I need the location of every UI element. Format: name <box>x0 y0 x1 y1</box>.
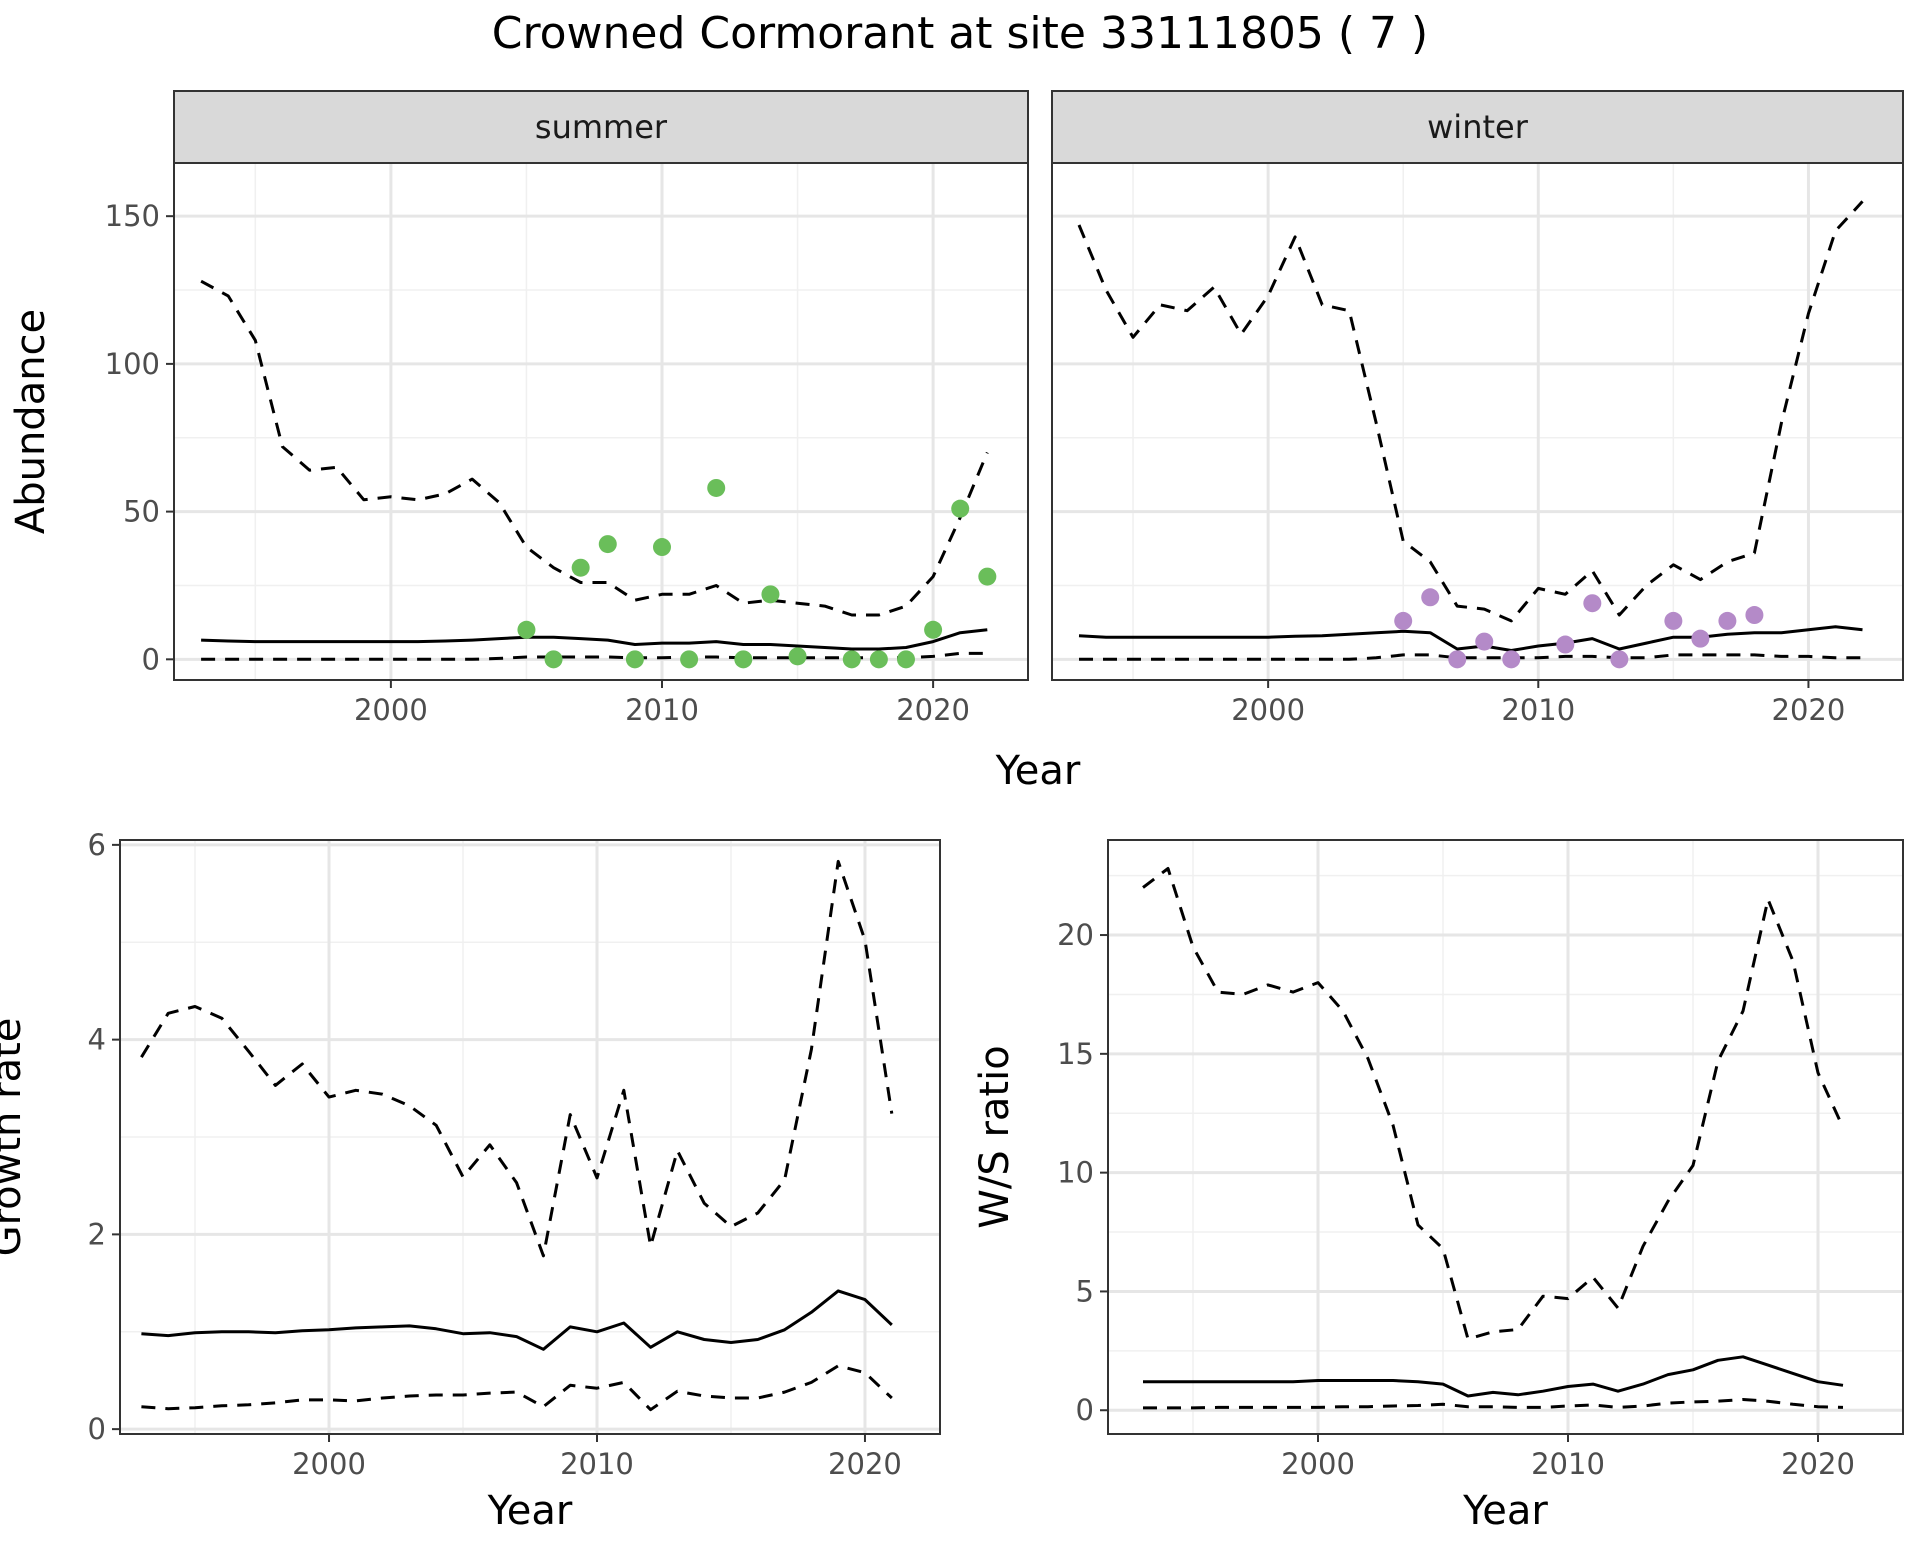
x-tick-label: 2020 <box>896 693 970 727</box>
panel-growth: 0 2 4 6 Growth rate 2000 2010 2020 Year <box>0 828 941 1534</box>
observed-point <box>924 620 943 639</box>
bound-line-1 <box>140 859 894 1258</box>
panel-ws-ratio: 0 5 10 15 20 W/S ratio 2000 2010 2020 Year <box>972 839 1904 1534</box>
facet-strip <box>1051 90 1904 164</box>
bound-line-2 <box>1079 653 1863 661</box>
y-tick-label: 2 <box>88 1217 106 1251</box>
observed-point <box>1583 594 1602 613</box>
x-tick-label: 2000 <box>1281 1447 1355 1481</box>
observed-point <box>544 650 563 669</box>
panel-border <box>1051 162 1904 681</box>
y-tick-label: 0 <box>142 642 160 676</box>
x-tick-label: 2010 <box>1531 1447 1605 1481</box>
panel-border <box>173 162 1029 681</box>
y-axis-title: Abundance <box>8 309 54 534</box>
observed-point <box>842 650 861 669</box>
observed-point <box>1664 611 1683 630</box>
y-tick-label: 100 <box>105 347 160 381</box>
observed-point <box>978 567 997 586</box>
mean-line-0 <box>141 1289 893 1351</box>
panel-border <box>1107 839 1904 1435</box>
x-tick-label: 2000 <box>292 1447 366 1481</box>
observed-point <box>897 650 915 669</box>
observed-point <box>1745 606 1764 625</box>
x-tick-label: 2020 <box>828 1447 902 1481</box>
x-tick-label: 2020 <box>1781 1447 1855 1481</box>
observed-point <box>1394 611 1413 630</box>
y-tick-label: 10 <box>1057 1156 1094 1190</box>
x-tick-label: 2000 <box>1231 693 1305 727</box>
y-tick-label: 0 <box>88 1412 106 1446</box>
observed-point <box>571 558 590 577</box>
x-tick-label: 2010 <box>560 1447 634 1481</box>
x-axis-title-facets: Year <box>995 748 1081 794</box>
bound-line-1 <box>1077 200 1864 623</box>
bound-line-1 <box>1142 867 1845 1341</box>
x-tick-label: 2000 <box>354 693 428 727</box>
observed-point <box>761 585 780 604</box>
observed-point <box>680 650 699 669</box>
x-axis-title: Year <box>1462 1488 1548 1534</box>
y-tick-label: 5 <box>1076 1274 1094 1308</box>
observed-point <box>707 478 726 497</box>
y-tick-label: 150 <box>105 199 160 233</box>
mean-line-0 <box>1078 625 1863 652</box>
mean-line-0 <box>201 628 988 651</box>
x-tick-label: 2020 <box>1772 693 1846 727</box>
observed-point <box>1691 629 1710 648</box>
observed-point <box>734 650 753 669</box>
bound-line-1 <box>200 279 989 617</box>
observed-point <box>1610 650 1629 669</box>
facet-strip <box>173 90 1029 164</box>
panel-summer: summer 0 50 100 150 Abundance 2000 2010 2020 <box>8 90 1029 727</box>
observed-point <box>1421 588 1440 607</box>
x-tick-label: 2010 <box>1501 693 1575 727</box>
y-tick-label: 15 <box>1057 1037 1094 1071</box>
y-axis-title: W/S ratio <box>972 1045 1018 1228</box>
bound-line-2 <box>141 1364 893 1412</box>
facet-label: winter <box>1427 108 1529 146</box>
facet-label: summer <box>535 108 668 146</box>
panel-border <box>119 839 941 1435</box>
observed-point <box>517 620 536 639</box>
observed-point <box>788 647 807 666</box>
observed-point <box>1718 611 1737 630</box>
observed-point <box>1475 632 1494 651</box>
observed-point <box>598 535 617 554</box>
figure-title: Crowned Cormorant at site 33111805 ( 7 ) <box>491 8 1429 59</box>
observed-point <box>869 650 888 669</box>
observed-point <box>625 650 644 669</box>
x-tick-label: 2010 <box>625 693 699 727</box>
y-tick-label: 0 <box>1076 1393 1094 1427</box>
y-axis-title: Growth rate <box>0 1018 30 1257</box>
observed-point <box>1448 650 1467 669</box>
x-axis-title: Year <box>487 1488 573 1534</box>
y-tick-label: 6 <box>88 828 106 862</box>
observed-point <box>653 538 671 557</box>
y-tick-label: 20 <box>1057 918 1094 952</box>
observed-point <box>951 499 970 518</box>
bound-line-2 <box>1143 1398 1844 1410</box>
panel-winter: winter 2000 2010 2020 <box>1051 90 1904 727</box>
observed-point <box>1556 635 1575 654</box>
mean-line-0 <box>1143 1355 1844 1398</box>
observed-point <box>1502 650 1521 669</box>
y-tick-label: 4 <box>88 1023 106 1057</box>
y-tick-label: 50 <box>123 495 160 529</box>
